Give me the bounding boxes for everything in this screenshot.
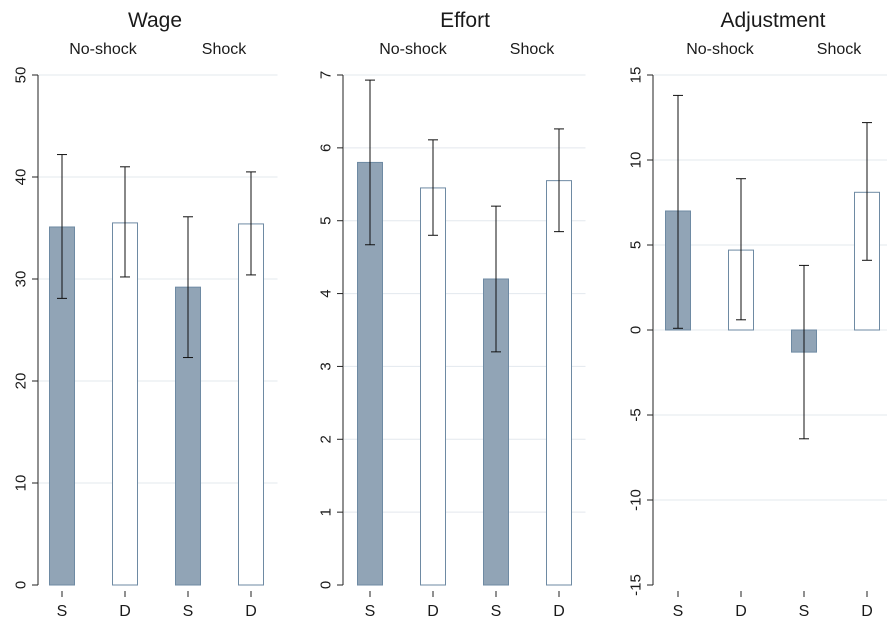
x-category-label: S bbox=[57, 603, 68, 620]
error-bar bbox=[673, 94, 683, 329]
y-tick-label: 0 bbox=[628, 326, 645, 334]
y-tick-label: 0 bbox=[318, 581, 335, 589]
error-bar bbox=[862, 122, 872, 261]
group-label-no-shock: No-shock bbox=[686, 41, 755, 58]
x-category-label: D bbox=[861, 603, 873, 620]
x-category-label: S bbox=[799, 603, 810, 620]
group-label-shock: Shock bbox=[817, 41, 862, 58]
y-tick-label: 5 bbox=[628, 241, 645, 249]
error-bar bbox=[736, 178, 746, 321]
gridlines bbox=[654, 74, 887, 501]
x-category-label: S bbox=[365, 603, 376, 620]
bar-d bbox=[112, 222, 138, 586]
y-tick-label: 50 bbox=[13, 67, 30, 84]
y-tick-label: -10 bbox=[628, 489, 645, 511]
bar-d bbox=[420, 187, 446, 586]
x-category-label: D bbox=[119, 603, 131, 620]
y-tick-label: 2 bbox=[318, 435, 335, 443]
y-tick-label: 1 bbox=[318, 508, 335, 516]
group-label-shock: Shock bbox=[202, 41, 247, 58]
y-tick-label: 40 bbox=[13, 169, 30, 186]
y-tick-label: -5 bbox=[628, 408, 645, 421]
panel-effort: Effort No-shock Shock 0 1 2 3 4 5 6 7 S D S D bbox=[318, 9, 586, 620]
y-tick-label: 10 bbox=[13, 475, 30, 492]
group-label-no-shock: No-shock bbox=[69, 41, 138, 58]
y-tick-label: 4 bbox=[318, 289, 335, 297]
gridlines bbox=[39, 74, 278, 484]
y-tick-label: 7 bbox=[318, 71, 335, 79]
x-category-label: D bbox=[553, 603, 565, 620]
error-bar bbox=[799, 264, 809, 440]
gridlines bbox=[344, 74, 586, 513]
x-category-label: S bbox=[673, 603, 684, 620]
x-category-label: S bbox=[183, 603, 194, 620]
panel-title-effort: Effort bbox=[440, 9, 490, 32]
x-category-label: D bbox=[427, 603, 439, 620]
x-category-label: D bbox=[245, 603, 257, 620]
y-tick-label: -15 bbox=[628, 574, 645, 596]
error-bar bbox=[365, 79, 375, 246]
panel-wage: Wage No-shock Shock 0 10 20 30 40 50 S D S D bbox=[13, 9, 278, 620]
bar-d bbox=[238, 223, 264, 586]
panel-adjustment: Adjustment No-shock Shock -15 -10 -5 0 5 10 15… bbox=[628, 9, 887, 620]
group-label-no-shock: No-shock bbox=[379, 41, 448, 58]
bar-s bbox=[483, 278, 509, 586]
bar-d bbox=[546, 180, 572, 586]
error-bar bbox=[120, 166, 130, 278]
y-tick-label: 30 bbox=[13, 271, 30, 288]
error-bar bbox=[554, 128, 564, 233]
group-label-shock: Shock bbox=[510, 41, 555, 58]
error-bar bbox=[428, 139, 438, 236]
error-bar bbox=[57, 154, 67, 299]
error-bar bbox=[183, 216, 193, 359]
y-tick-label: 6 bbox=[318, 144, 335, 152]
y-tick-label: 3 bbox=[318, 362, 335, 370]
y-tick-label: 5 bbox=[318, 217, 335, 225]
y-tick-label: 10 bbox=[628, 152, 645, 169]
panel-title-adjustment: Adjustment bbox=[720, 9, 825, 32]
x-category-label: S bbox=[491, 603, 502, 620]
x-category-label: D bbox=[735, 603, 747, 620]
y-tick-label: 15 bbox=[628, 67, 645, 84]
panel-title-wage: Wage bbox=[128, 9, 182, 32]
y-tick-label: 20 bbox=[13, 373, 30, 390]
error-bar bbox=[491, 205, 501, 353]
y-tick-label: 0 bbox=[13, 581, 30, 589]
error-bar bbox=[246, 171, 256, 276]
